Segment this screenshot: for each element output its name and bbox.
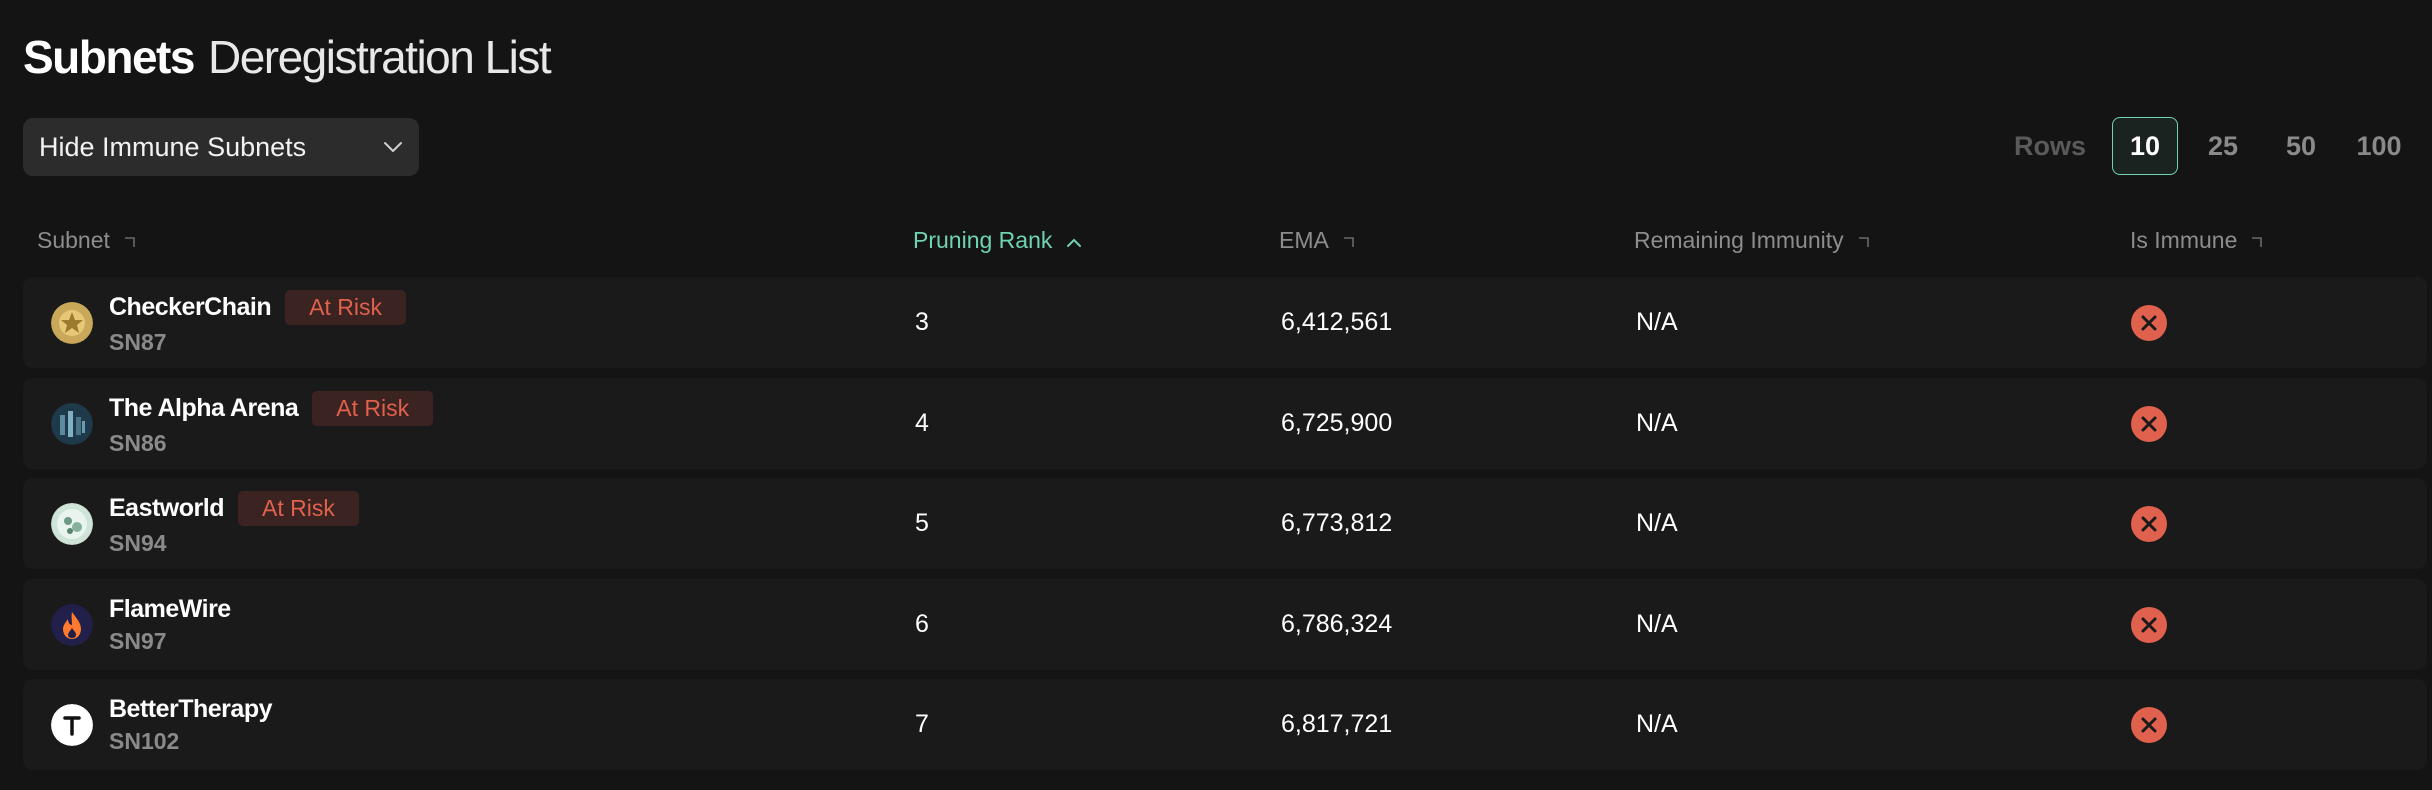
subnet-avatar xyxy=(51,502,93,545)
at-risk-badge: At Risk xyxy=(237,490,359,526)
flame-icon xyxy=(51,603,93,646)
subnet-cell: CheckerChain At Risk SN87 xyxy=(51,277,406,368)
column-label: Is Immune xyxy=(2130,226,2238,253)
table-row[interactable]: The Alpha Arena At Risk SN86 4 6,725,900… xyxy=(23,378,2427,469)
subnet-name[interactable]: Eastworld xyxy=(109,493,224,522)
rows-per-page-selector: Rows 10 25 50 100 xyxy=(2014,116,2412,176)
subnet-avatar xyxy=(51,703,93,746)
table-header: Subnet Pruning Rank EMA Remaining Immuni… xyxy=(0,222,2432,258)
pruning-rank-value: 3 xyxy=(915,308,929,336)
remaining-immunity-value: N/A xyxy=(1636,610,1678,638)
subnet-name[interactable]: The Alpha Arena xyxy=(109,393,299,422)
not-immune-icon xyxy=(2131,378,2167,469)
immune-filter-dropdown[interactable]: Hide Immune Subnets xyxy=(23,118,419,176)
column-header-ema[interactable]: EMA xyxy=(1279,222,1355,258)
remaining-immunity-value: N/A xyxy=(1636,509,1678,537)
subnet-name[interactable]: FlameWire xyxy=(109,594,231,623)
column-label: Subnet xyxy=(37,226,110,253)
ema-value: 6,786,324 xyxy=(1281,610,1393,638)
subnet-cell: BetterTherapy SN102 xyxy=(51,679,273,770)
chevron-down-icon xyxy=(383,141,403,153)
column-label: Pruning Rank xyxy=(913,226,1053,253)
subnet-avatar xyxy=(51,301,93,344)
sort-icon xyxy=(1343,227,1355,254)
subnet-name[interactable]: BetterTherapy xyxy=(109,694,273,723)
subnet-cell: The Alpha Arena At Risk SN86 xyxy=(51,378,434,469)
subnet-cell: FlameWire SN97 xyxy=(51,579,231,670)
sort-icon xyxy=(1858,227,1870,254)
rows-option-50[interactable]: 50 xyxy=(2285,130,2317,161)
pruning-rank-value: 5 xyxy=(915,509,929,537)
not-immune-icon xyxy=(2131,277,2167,368)
subnet-id: SN87 xyxy=(109,328,167,355)
column-header-pruning-rank[interactable]: Pruning Rank xyxy=(913,222,1082,258)
page-title: Subnets Deregistration List xyxy=(23,30,552,90)
page-title-bold: Subnets xyxy=(23,31,195,83)
not-immune-icon xyxy=(2131,579,2167,670)
sort-icon xyxy=(124,227,136,254)
subnet-id: SN97 xyxy=(109,627,167,654)
column-label: Remaining Immunity xyxy=(1634,226,1844,253)
table-row[interactable]: Eastworld At Risk SN94 5 6,773,812 N/A xyxy=(23,478,2427,569)
immune-filter-label: Hide Immune Subnets xyxy=(39,131,307,162)
not-immune-icon xyxy=(2131,478,2167,569)
rows-option-10[interactable]: 10 xyxy=(2112,117,2178,175)
subnet-id: SN94 xyxy=(109,529,167,556)
ema-value: 6,817,721 xyxy=(1281,710,1393,738)
table-row[interactable]: CheckerChain At Risk SN87 3 6,412,561 N/… xyxy=(23,277,2427,368)
rows-option-100[interactable]: 100 xyxy=(2356,130,2402,161)
column-header-is-immune[interactable]: Is Immune xyxy=(2130,222,2263,258)
subnet-cell: Eastworld At Risk SN94 xyxy=(51,478,359,569)
pruning-rank-value: 6 xyxy=(915,610,929,638)
ema-value: 6,725,900 xyxy=(1281,409,1393,437)
not-immune-icon xyxy=(2131,679,2167,770)
ema-value: 6,773,812 xyxy=(1281,509,1393,537)
sort-ascending-icon xyxy=(1066,227,1082,254)
table-row[interactable]: BetterTherapy SN102 7 6,817,721 N/A xyxy=(23,679,2427,770)
at-risk-badge: At Risk xyxy=(285,289,406,325)
column-header-remaining-immunity[interactable]: Remaining Immunity xyxy=(1634,222,1870,258)
pruning-rank-value: 4 xyxy=(915,409,929,437)
subnet-id: SN86 xyxy=(109,429,167,456)
sort-icon xyxy=(2251,227,2263,254)
remaining-immunity-value: N/A xyxy=(1636,308,1678,336)
ema-value: 6,412,561 xyxy=(1281,308,1393,336)
table-row[interactable]: FlameWire SN97 6 6,786,324 N/A xyxy=(23,579,2427,670)
at-risk-badge: At Risk xyxy=(312,390,434,426)
pruning-rank-value: 7 xyxy=(915,710,929,738)
subnet-id: SN102 xyxy=(109,727,180,754)
remaining-immunity-value: N/A xyxy=(1636,710,1678,738)
remaining-immunity-value: N/A xyxy=(1636,409,1678,437)
rows-label: Rows xyxy=(2013,130,2086,161)
rows-option-25[interactable]: 25 xyxy=(2207,130,2239,161)
column-header-subnet[interactable]: Subnet xyxy=(37,222,136,258)
subnet-name[interactable]: CheckerChain xyxy=(109,292,272,321)
subnet-avatar xyxy=(51,402,93,445)
column-label: EMA xyxy=(1279,226,1329,253)
page-title-light: Deregistration List xyxy=(207,31,552,83)
